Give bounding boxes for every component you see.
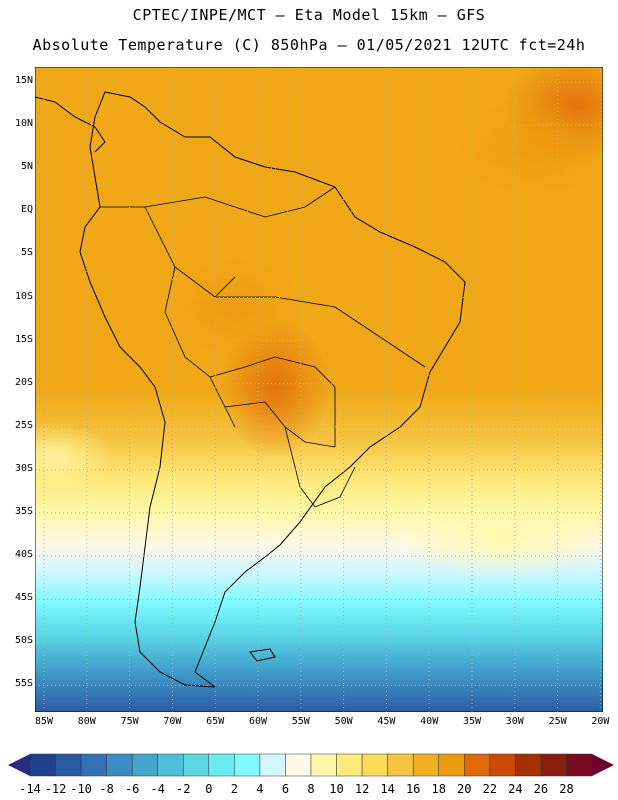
map-canvas — [35, 67, 603, 712]
lon-label: 75W — [120, 716, 139, 727]
colorbar-swatch — [310, 753, 337, 777]
colorbar-swatch — [183, 753, 210, 777]
country-borders — [100, 186, 426, 508]
lat-label: 15S — [14, 333, 33, 345]
lon-label: 20W — [591, 716, 610, 727]
colorbar-swatch — [106, 753, 133, 777]
yellow-area-southatlantic — [395, 497, 603, 577]
colorbar-tick-label: 16 — [405, 782, 421, 796]
lat-label: 50S — [14, 635, 33, 647]
colorbar-tick-label: 20 — [457, 782, 472, 796]
colorbar-swatch — [464, 753, 491, 777]
colorbar-swatch — [336, 753, 363, 777]
lat-label: EQ — [20, 204, 33, 216]
map-graticule — [35, 67, 603, 712]
lat-label: 20S — [14, 376, 33, 388]
colorbar-swatch — [387, 753, 414, 777]
colorbar-tick-label: 24 — [508, 782, 523, 796]
colorbar-swatch — [208, 753, 235, 777]
colorbar-min-arrow — [8, 754, 30, 776]
colorbar-swatch — [515, 753, 542, 777]
south-america-outline — [79, 91, 466, 688]
colorbar-swatch — [131, 753, 158, 777]
colorbar-tick-label: -2 — [176, 782, 191, 796]
colorbar-tick-label: -12 — [44, 782, 67, 796]
lat-label: 10S — [14, 290, 33, 302]
lon-label: 70W — [163, 716, 182, 727]
lat-label: 40S — [14, 549, 33, 561]
lon-label: 55W — [291, 716, 310, 727]
lat-label: 25S — [14, 419, 33, 431]
orange-area-atlantic — [455, 97, 603, 197]
colorbar-swatch — [540, 753, 567, 777]
lat-label: 45S — [14, 592, 33, 604]
colorbar-tick-label: -4 — [150, 782, 165, 796]
colorbar-swatch — [259, 753, 286, 777]
lon-label: 50W — [334, 716, 353, 727]
lat-label: 15N — [14, 75, 33, 86]
colorbar-swatch — [55, 753, 82, 777]
central-america-outline — [35, 96, 106, 153]
lat-label: 35S — [14, 506, 33, 517]
colorbar-tick-label: -6 — [124, 782, 140, 796]
colorbar-tick-label: 8 — [307, 782, 315, 796]
lon-label: 65W — [206, 716, 225, 727]
colorbar-tick-label: 28 — [559, 782, 574, 796]
colorbar-tick-label: 12 — [354, 782, 370, 796]
colorbar-swatch — [438, 753, 465, 777]
lon-label: 80W — [77, 716, 96, 727]
colorbar-swatch — [489, 753, 516, 777]
colorbar-tick-label: 2 — [230, 782, 238, 796]
lat-label: 5S — [20, 247, 33, 259]
colorbar-tick-label: -8 — [99, 782, 114, 796]
lat-label: 30S — [14, 462, 33, 474]
title-line-1: CPTEC/INPE/MCT – Eta Model 15km – GFS — [132, 6, 486, 24]
orange-area-central — [165, 257, 305, 357]
lon-label: 30W — [505, 716, 524, 727]
colorbar-tick-label: 18 — [431, 782, 446, 796]
lat-label: 5N — [20, 161, 33, 173]
colorbar-swatch — [234, 753, 261, 777]
lat-label: 10N — [14, 118, 33, 130]
colorbar-swatch — [80, 753, 107, 777]
colorbar-swatch — [361, 753, 388, 777]
colorbar-swatch — [157, 753, 184, 777]
lon-label: 25W — [548, 716, 567, 727]
colorbar-tick-label: 22 — [482, 782, 498, 796]
colorbar-tick-label: 6 — [281, 782, 290, 796]
temperature-map — [35, 67, 603, 712]
lon-label: 60W — [248, 716, 268, 727]
colorbar-tick-label: -14 — [19, 782, 41, 796]
colorbar-tick-label: -10 — [70, 782, 92, 796]
lat-label: 55S — [14, 678, 33, 690]
lon-label: 85W — [34, 716, 54, 727]
colorbar-tick-label: 4 — [256, 782, 264, 796]
colorbar-max-arrow — [592, 754, 614, 776]
colorbar-tick-label: 14 — [380, 782, 395, 796]
colorbar-tick-label: 0 — [205, 782, 213, 796]
lon-label: 35W — [462, 716, 482, 727]
colorbar — [8, 753, 614, 777]
title-line-2: Absolute Temperature (C) 850hPa – 01/05/… — [32, 36, 586, 54]
yellow-area-pacific — [35, 422, 115, 492]
colorbar-swatch — [29, 753, 56, 777]
colorbar-swatch — [285, 753, 312, 777]
lon-label: 40W — [420, 716, 439, 727]
colorbar-tick-label: 10 — [329, 782, 344, 796]
colorbar-tick-label: 26 — [533, 782, 549, 796]
colorbar-swatch — [566, 753, 593, 777]
colorbar-swatch — [412, 753, 439, 777]
falkland-islands — [249, 648, 276, 662]
lon-label: 45W — [377, 716, 396, 727]
